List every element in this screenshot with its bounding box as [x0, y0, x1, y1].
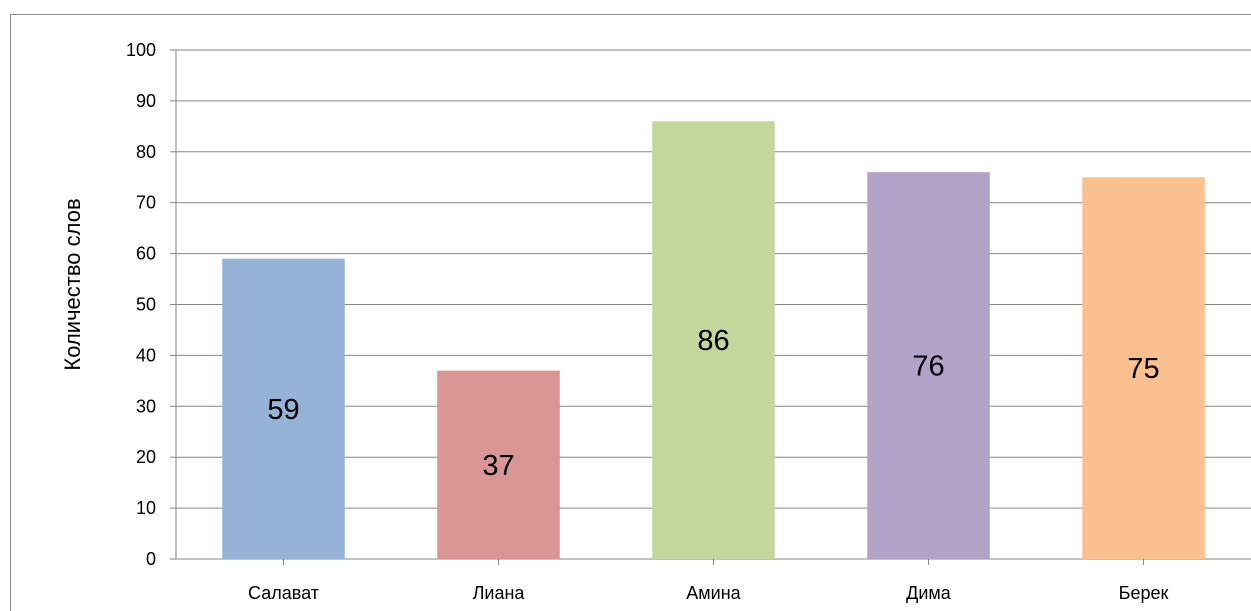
y-tick-label: 70: [136, 193, 156, 213]
bar-5: [1082, 177, 1205, 559]
y-tick-label: 90: [136, 91, 156, 111]
data-label-2: 37: [482, 450, 514, 482]
y-tick-label: 50: [136, 295, 156, 315]
data-label-5: 75: [1127, 353, 1159, 385]
data-labels: 59 37 86 76 75: [267, 325, 1159, 482]
data-label-1: 59: [267, 394, 299, 426]
y-axis-title: Количество слов: [60, 198, 85, 370]
x-tick-label: Лиана: [473, 583, 526, 603]
y-axis-ticks: 0 10 20 30 40 50 60 70 80 90 100: [126, 40, 176, 569]
y-tick-label: 20: [136, 447, 156, 467]
y-tick-label: 10: [136, 498, 156, 518]
y-tick-label: 40: [136, 345, 156, 365]
data-label-4: 76: [912, 351, 944, 383]
x-tick-label: Дима: [906, 583, 952, 603]
y-tick-label: 0: [146, 549, 156, 569]
y-tick-label: 80: [136, 142, 156, 162]
y-tick-label: 100: [126, 40, 156, 60]
bar-4: [867, 172, 990, 559]
y-tick-label: 30: [136, 396, 156, 416]
y-tick-label: 60: [136, 244, 156, 264]
x-tick-label: Салават: [248, 583, 319, 603]
bars: [222, 121, 1205, 559]
chart-area: [10, 14, 1251, 611]
data-label-3: 86: [697, 325, 729, 357]
bar-2: [437, 370, 560, 559]
bar-3: [652, 121, 775, 559]
x-tick-label: Берек: [1119, 583, 1169, 603]
bar-1: [222, 258, 345, 559]
x-tick-label: Амина: [686, 583, 741, 603]
x-axis-ticks: Салават Лиана Амина Дима Берек: [248, 559, 1168, 603]
